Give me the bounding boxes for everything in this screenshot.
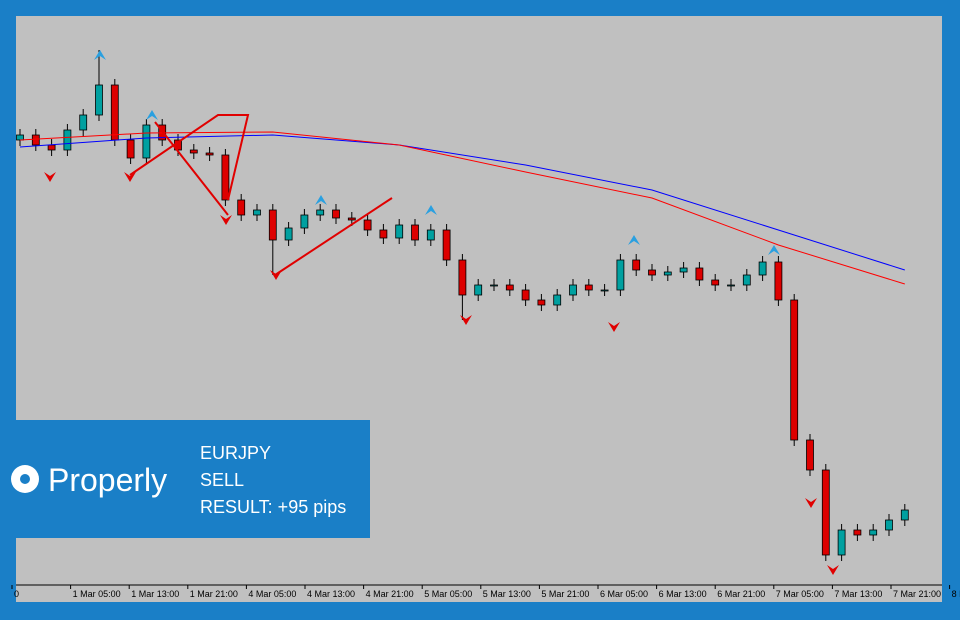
candle-body xyxy=(474,284,483,296)
x-tick-label: 4 Mar 05:00 xyxy=(248,589,296,599)
candle-body xyxy=(363,219,372,231)
buy-arrows xyxy=(94,50,780,255)
x-tick-label: 4 Mar 13:00 xyxy=(307,589,355,599)
candle-body xyxy=(300,214,309,229)
candle-body xyxy=(584,284,593,291)
candle-body xyxy=(110,84,119,141)
candle-body xyxy=(885,519,893,531)
candle-body xyxy=(205,152,214,156)
overlay-box xyxy=(16,420,370,538)
candle-body xyxy=(853,529,862,536)
candle-body xyxy=(126,139,135,159)
candle-body xyxy=(774,261,783,301)
candle-body xyxy=(663,271,672,276)
x-tick-label: 7 Mar 13:00 xyxy=(834,589,882,599)
candle-body xyxy=(411,224,419,241)
plot xyxy=(16,50,909,561)
candle-body xyxy=(490,284,498,287)
candle-body xyxy=(790,299,799,441)
candle-body xyxy=(142,124,151,159)
candle-body xyxy=(379,229,388,239)
candle-body xyxy=(600,289,609,292)
x-tick-label: 1 Mar 21:00 xyxy=(190,589,238,599)
candle-body xyxy=(95,84,103,116)
x-tick-label: 7 Mar 21:00 xyxy=(893,589,941,599)
x-tick-label: 6 Mar 05:00 xyxy=(600,589,648,599)
candle-body xyxy=(837,529,846,556)
candle-body xyxy=(458,259,467,296)
candle-body xyxy=(284,227,293,241)
candle-body xyxy=(189,149,198,154)
candle-body xyxy=(727,284,735,287)
candle-body xyxy=(16,134,24,141)
candle-body xyxy=(742,274,751,286)
candle-body xyxy=(332,209,340,219)
result: RESULT: +95 pips xyxy=(200,497,346,517)
candle-body xyxy=(758,261,767,276)
x-tick-label: 5 Mar 13:00 xyxy=(483,589,531,599)
x-tick-label: 5 Mar 21:00 xyxy=(541,589,589,599)
candle-body xyxy=(869,529,878,536)
x-tick-label: 8 Mar 05: xyxy=(952,589,960,599)
x-tick-label: 0 xyxy=(14,589,19,599)
direction: SELL xyxy=(200,470,244,490)
candle-body xyxy=(316,209,325,216)
signal-lines xyxy=(129,114,393,276)
x-tick-label: 6 Mar 21:00 xyxy=(717,589,765,599)
candle-body xyxy=(79,114,88,131)
candle-body xyxy=(347,217,356,221)
brand: Properly xyxy=(48,462,167,498)
moving-average xyxy=(19,131,905,285)
candle-body xyxy=(395,224,404,239)
candle-body xyxy=(553,294,562,306)
logo-icon-hole xyxy=(20,474,30,484)
candle-body xyxy=(806,439,814,471)
candle-body xyxy=(268,209,277,241)
sell-arrows xyxy=(44,172,839,575)
candle-body xyxy=(679,267,688,273)
candle-body xyxy=(648,269,656,276)
candle-body xyxy=(900,509,909,521)
candle-body xyxy=(31,134,40,146)
candle-body xyxy=(63,129,72,151)
candle-body xyxy=(695,267,704,281)
x-tick-label: 6 Mar 13:00 xyxy=(659,589,707,599)
symbol: EURJPY xyxy=(200,443,271,463)
candle-body xyxy=(616,259,625,291)
candle-body xyxy=(632,259,641,271)
candle-body xyxy=(221,154,230,201)
candle-body xyxy=(47,144,56,151)
candle-body xyxy=(442,229,451,261)
candle-body xyxy=(711,279,720,286)
candle-body xyxy=(505,284,514,291)
candle-body xyxy=(237,199,246,216)
x-tick-label: 1 Mar 05:00 xyxy=(73,589,121,599)
x-tick-label: 4 Mar 21:00 xyxy=(366,589,414,599)
x-tick-label: 1 Mar 13:00 xyxy=(131,589,179,599)
candle-body xyxy=(537,299,546,306)
candle-body xyxy=(426,229,435,241)
candle-body xyxy=(521,289,530,301)
x-tick-label: 7 Mar 05:00 xyxy=(776,589,824,599)
x-tick-label: 5 Mar 05:00 xyxy=(424,589,472,599)
candle-body xyxy=(821,469,830,556)
candle-body xyxy=(253,209,261,216)
candle-body xyxy=(569,284,577,296)
